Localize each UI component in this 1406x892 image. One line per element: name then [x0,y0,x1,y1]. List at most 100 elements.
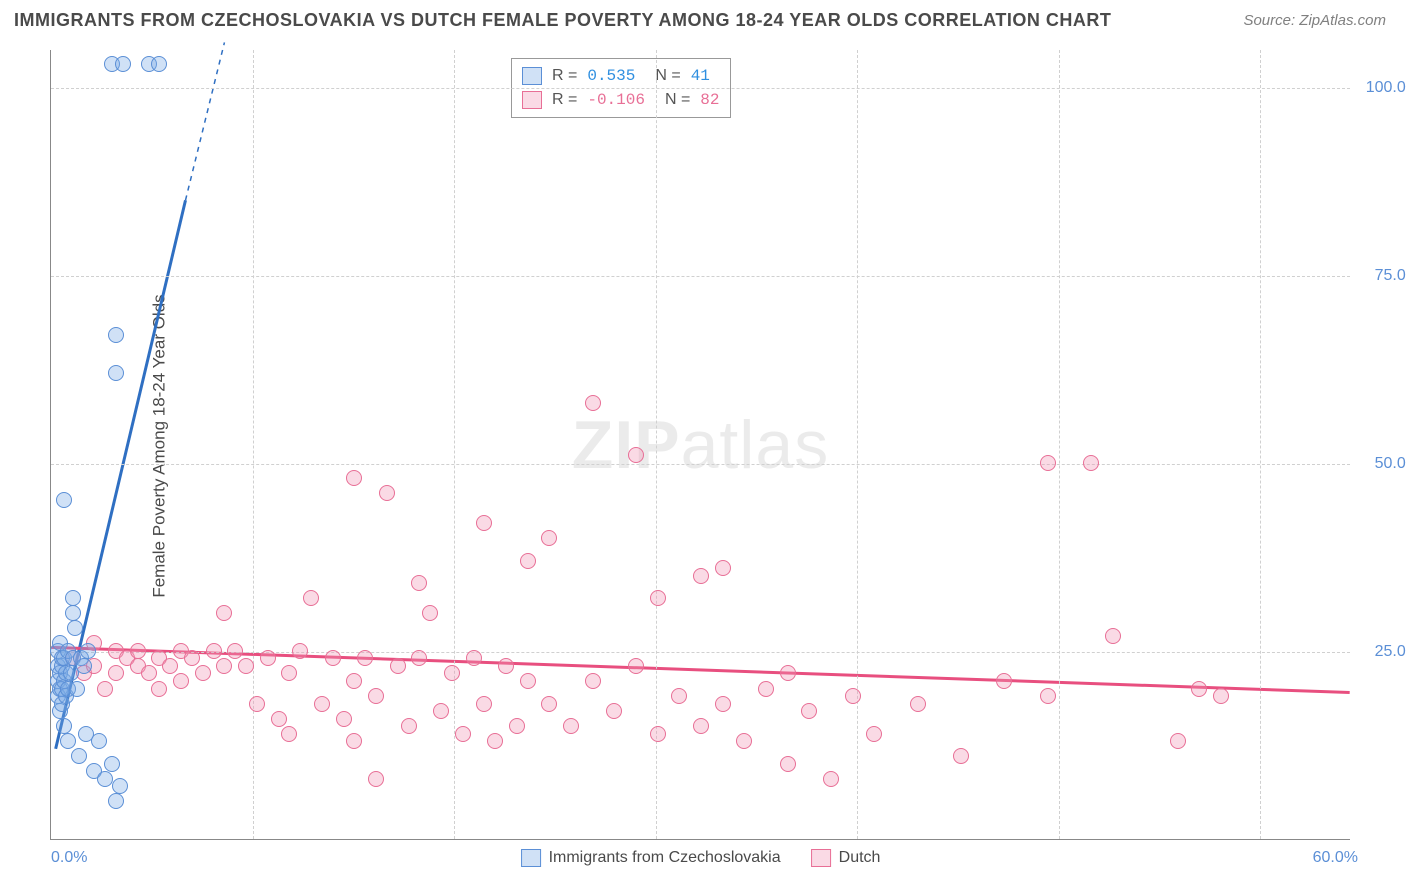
data-point [693,718,709,734]
data-point [151,681,167,697]
data-point [379,485,395,501]
gridline-v [857,50,858,839]
data-point [585,395,601,411]
data-point [195,665,211,681]
data-point [671,688,687,704]
data-point [845,688,861,704]
data-point [650,726,666,742]
data-point [60,733,76,749]
legend-label-a: Immigrants from Czechoslovakia [549,849,781,867]
data-point [758,681,774,697]
x-tick-max: 60.0% [1313,849,1358,867]
source-attribution: Source: ZipAtlas.com [1243,12,1386,29]
data-point [866,726,882,742]
data-point [216,658,232,674]
data-point [476,696,492,712]
data-point [346,673,362,689]
data-point [281,726,297,742]
data-point [56,492,72,508]
data-point [184,650,200,666]
data-point [97,771,113,787]
data-point [368,771,384,787]
data-point [206,643,222,659]
data-point [108,327,124,343]
y-tick-label: 50.0% [1358,455,1406,473]
data-point [130,643,146,659]
data-point [227,643,243,659]
data-point [346,470,362,486]
data-point [541,530,557,546]
data-point [80,643,96,659]
data-point [585,673,601,689]
legend-label-b: Dutch [839,849,881,867]
y-tick-label: 25.0% [1358,643,1406,661]
data-point [67,620,83,636]
data-point [715,560,731,576]
data-point [715,696,731,712]
data-point [260,650,276,666]
data-point [112,778,128,794]
data-point [823,771,839,787]
data-point [910,696,926,712]
legend-swatch-b2 [811,849,831,867]
data-point [628,658,644,674]
data-point [71,748,87,764]
data-point [520,553,536,569]
gridline-v [253,50,254,839]
gridline-v [1260,50,1261,839]
data-point [1040,688,1056,704]
data-point [520,673,536,689]
data-point [346,733,362,749]
data-point [693,568,709,584]
data-point [151,56,167,72]
x-tick-min: 0.0% [51,849,87,867]
data-point [162,658,178,674]
data-point [996,673,1012,689]
data-point [498,658,514,674]
legend-swatch-a2 [521,849,541,867]
data-point [368,688,384,704]
data-point [444,665,460,681]
data-point [357,650,373,666]
data-point [76,658,92,674]
y-tick-label: 75.0% [1358,267,1406,285]
data-point [173,673,189,689]
data-point [780,665,796,681]
data-point [216,605,232,621]
data-point [650,590,666,606]
gridline-h [51,464,1350,465]
data-point [487,733,503,749]
data-point [314,696,330,712]
data-point [1191,681,1207,697]
legend-item-a: Immigrants from Czechoslovakia [521,849,781,867]
data-point [281,665,297,681]
chart-title: IMMIGRANTS FROM CZECHOSLOVAKIA VS DUTCH … [14,10,1111,31]
data-point [303,590,319,606]
legend-item-b: Dutch [811,849,881,867]
data-point [628,447,644,463]
plot-area: ZIPatlas R = 0.535 N = 41 R = -0.106 N =… [50,50,1350,840]
data-point [65,590,81,606]
data-point [466,650,482,666]
gridline-v [656,50,657,839]
data-point [736,733,752,749]
data-point [1170,733,1186,749]
data-point [56,718,72,734]
gridline-v [1059,50,1060,839]
data-point [1105,628,1121,644]
data-point [476,515,492,531]
data-point [1083,455,1099,471]
y-tick-label: 100.0% [1358,79,1406,97]
data-point [953,748,969,764]
data-point [292,643,308,659]
data-point [401,718,417,734]
data-point [108,365,124,381]
data-point [336,711,352,727]
data-point [115,56,131,72]
data-point [249,696,265,712]
gridline-h [51,88,1350,89]
data-point [1040,455,1056,471]
data-point [563,718,579,734]
data-point [108,665,124,681]
data-point [455,726,471,742]
